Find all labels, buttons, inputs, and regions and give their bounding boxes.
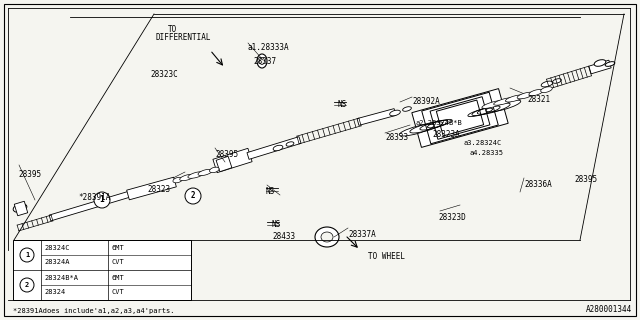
Polygon shape [357, 108, 396, 125]
Text: TO: TO [168, 25, 177, 34]
Ellipse shape [399, 124, 434, 136]
Ellipse shape [173, 177, 182, 183]
Circle shape [185, 188, 201, 204]
Text: 28321: 28321 [527, 95, 550, 104]
Text: 28395: 28395 [18, 170, 41, 179]
Text: TO WHEEL: TO WHEEL [368, 252, 405, 261]
Text: 28433: 28433 [272, 232, 295, 241]
Text: 28324A: 28324A [44, 260, 70, 266]
Ellipse shape [257, 54, 267, 68]
Ellipse shape [541, 87, 552, 92]
Polygon shape [127, 177, 177, 200]
Text: DIFFERENTIAL: DIFFERENTIAL [155, 33, 211, 42]
Ellipse shape [517, 92, 533, 99]
Text: 28395: 28395 [574, 175, 597, 184]
Circle shape [20, 248, 34, 262]
Text: A280001344: A280001344 [586, 305, 632, 314]
Polygon shape [589, 60, 611, 74]
Text: 28324: 28324 [44, 290, 65, 295]
Text: 1: 1 [25, 252, 29, 258]
Polygon shape [412, 89, 508, 148]
Ellipse shape [390, 110, 401, 116]
Circle shape [94, 192, 110, 208]
Text: *28391A: *28391A [78, 193, 110, 202]
Text: 28392A: 28392A [412, 97, 440, 106]
Ellipse shape [209, 167, 219, 173]
Polygon shape [213, 148, 252, 173]
Text: a3.28324C: a3.28324C [463, 140, 501, 146]
Text: a2.28324B*B: a2.28324B*B [415, 120, 461, 126]
Ellipse shape [594, 60, 606, 66]
Text: 28324C: 28324C [44, 244, 70, 251]
Text: 28333: 28333 [385, 133, 408, 142]
Text: 2: 2 [191, 191, 195, 201]
Ellipse shape [259, 58, 264, 65]
Text: a1.28333A: a1.28333A [248, 43, 290, 52]
Polygon shape [49, 191, 131, 221]
Text: 28395: 28395 [215, 150, 238, 159]
Text: CVT: CVT [111, 260, 124, 266]
Ellipse shape [273, 145, 283, 151]
Polygon shape [14, 201, 28, 216]
Ellipse shape [482, 100, 505, 108]
Text: NS: NS [266, 187, 275, 196]
Ellipse shape [403, 107, 412, 111]
Ellipse shape [198, 169, 212, 176]
Polygon shape [247, 137, 301, 159]
Ellipse shape [506, 95, 524, 102]
Ellipse shape [13, 204, 27, 212]
Text: 6MT: 6MT [111, 244, 124, 251]
Text: 28336A: 28336A [524, 180, 552, 189]
Text: NS: NS [272, 220, 281, 229]
Polygon shape [216, 156, 232, 172]
Text: 28323A: 28323A [432, 130, 460, 139]
Ellipse shape [315, 227, 339, 247]
Ellipse shape [188, 172, 204, 178]
Text: NS: NS [338, 100, 348, 109]
Ellipse shape [286, 142, 294, 146]
Ellipse shape [180, 174, 194, 181]
Text: CVT: CVT [111, 290, 124, 295]
Ellipse shape [605, 62, 615, 66]
Text: 28323C: 28323C [150, 70, 178, 79]
Text: *28391Adoes include'a1,a2,a3,a4'parts.: *28391Adoes include'a1,a2,a3,a4'parts. [13, 308, 175, 314]
Circle shape [20, 278, 34, 292]
Text: 28324B*A: 28324B*A [44, 275, 78, 281]
Text: 28337: 28337 [253, 57, 276, 66]
Text: a4.28335: a4.28335 [470, 150, 504, 156]
Ellipse shape [493, 98, 515, 105]
Ellipse shape [552, 79, 561, 83]
Text: 1: 1 [100, 196, 104, 204]
Ellipse shape [541, 81, 553, 87]
Text: 2: 2 [25, 282, 29, 288]
Text: 28323D: 28323D [438, 213, 466, 222]
Ellipse shape [529, 90, 543, 96]
Bar [13, 240, 191, 300]
Ellipse shape [486, 100, 521, 112]
Ellipse shape [321, 232, 333, 242]
Text: 28337A: 28337A [348, 230, 376, 239]
Text: 28323: 28323 [147, 185, 170, 194]
Text: 6MT: 6MT [111, 275, 124, 281]
